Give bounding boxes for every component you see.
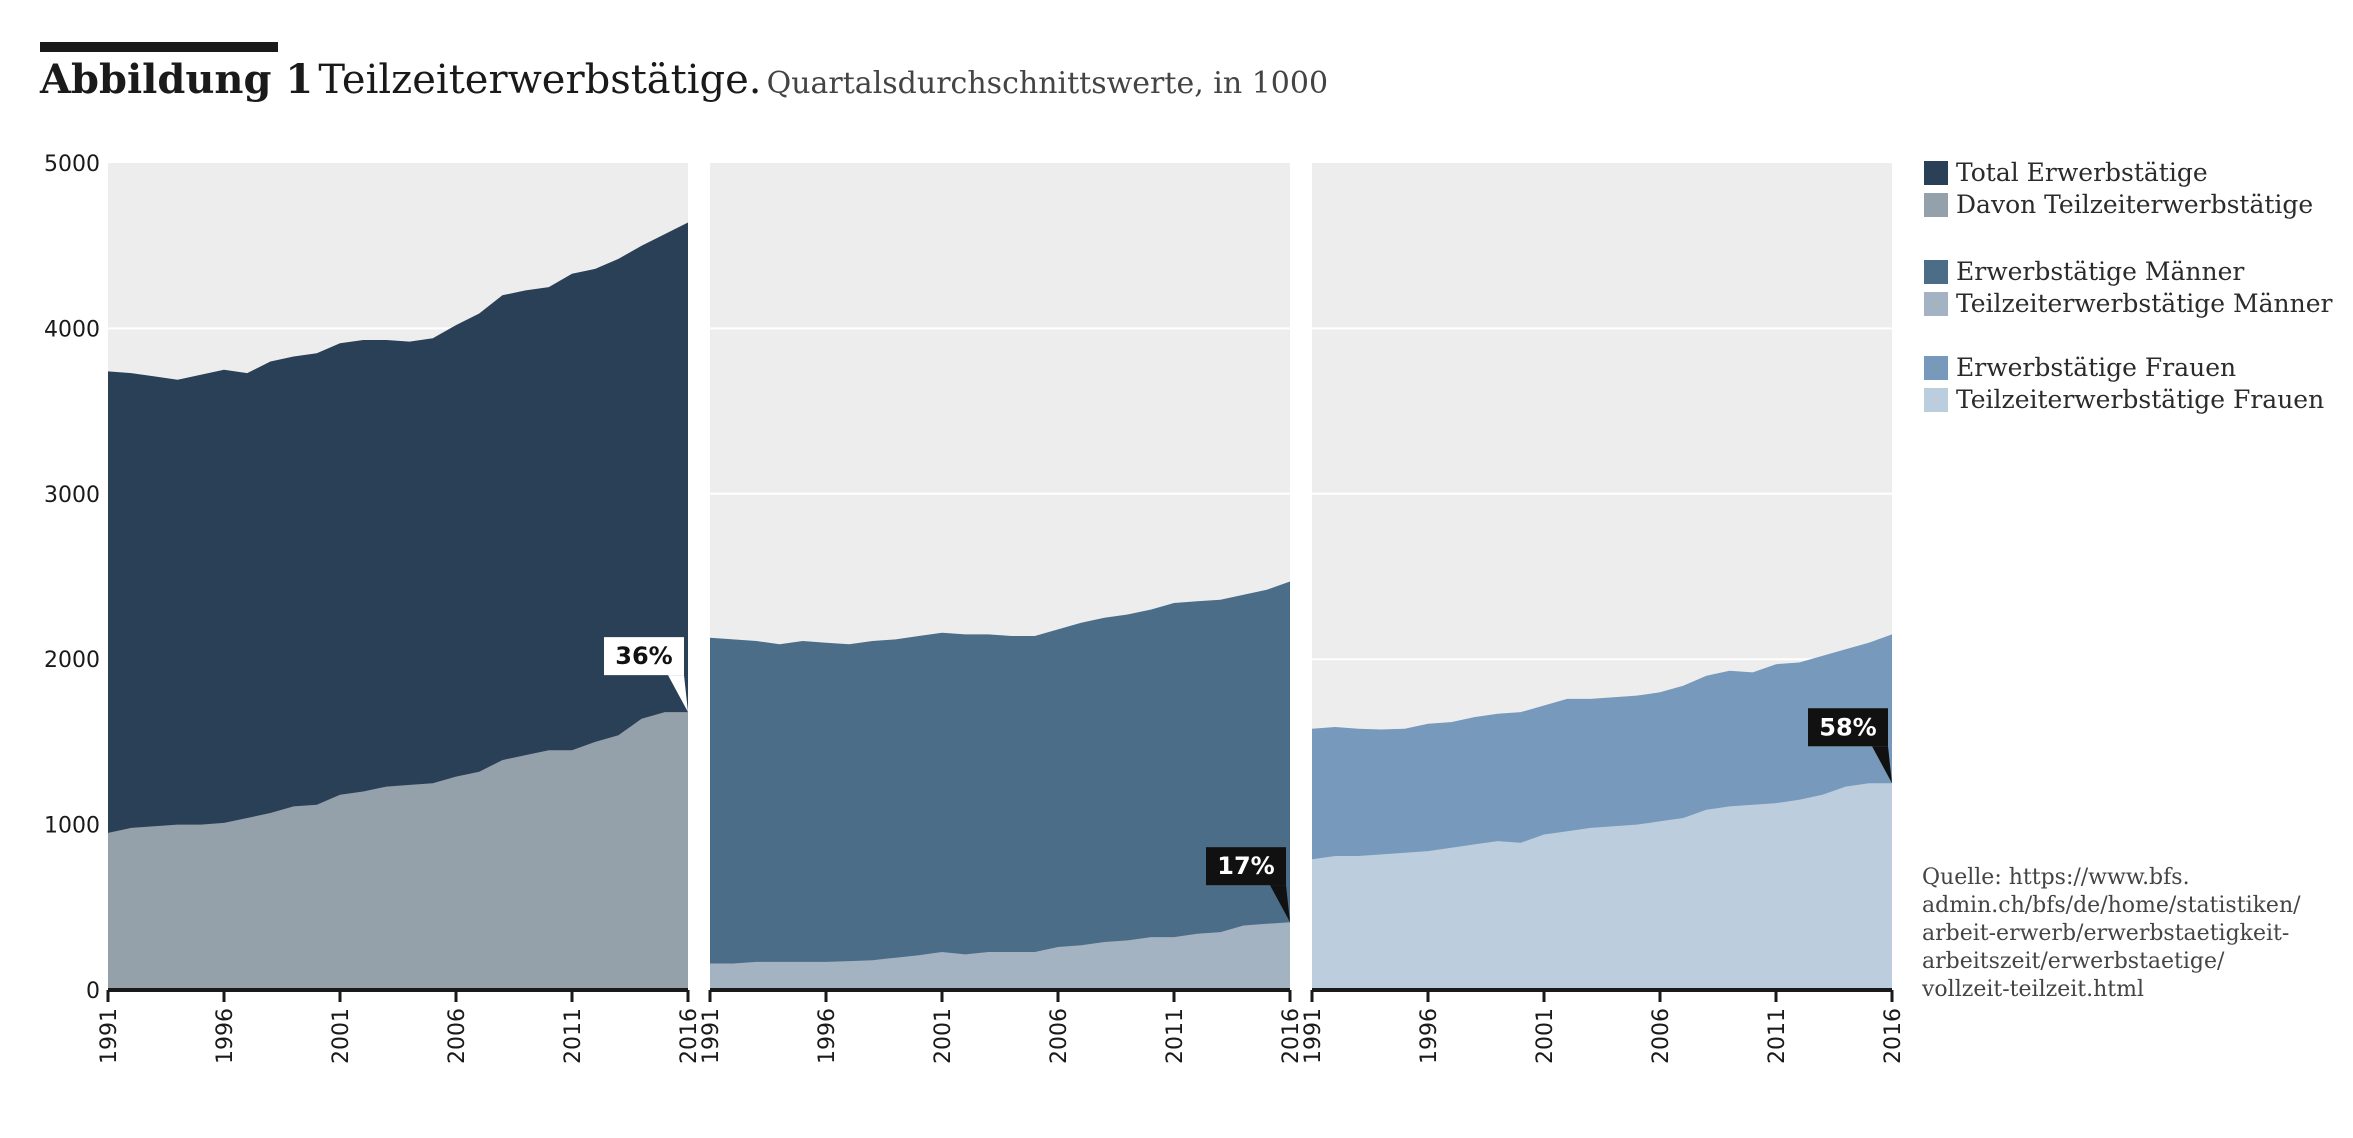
title-rule (40, 42, 278, 52)
x-tick-label: 1991 (699, 1008, 724, 1064)
callout-label: 17% (1217, 852, 1274, 880)
x-tick-label: 2001 (329, 1008, 354, 1064)
y-tick-label: 4000 (44, 317, 100, 342)
x-tick-label: 2011 (561, 1008, 586, 1064)
area-part-time-series (108, 712, 688, 990)
source-line: admin.ch/bfs/de/home/statistiken/ (1922, 893, 2301, 918)
title-subtitle: Quartalsdurchschnittswerte, in 1000 (766, 66, 1329, 101)
y-tick-label: 3000 (44, 483, 100, 508)
legend-label: Teilzeiterwerbstätige Frauen (1956, 385, 2325, 414)
title-main: Teilzeiterwerbstätige. (318, 57, 762, 103)
x-tick-label: 2011 (1765, 1008, 1790, 1064)
legend-swatch (1924, 193, 1948, 217)
callout-box (1206, 847, 1286, 886)
source-line: arbeitszeit/erwerbstaetige/ (1922, 949, 2225, 974)
x-tick-label: 2006 (1047, 1008, 1072, 1064)
callout-label: 58% (1819, 713, 1876, 741)
callout-box (604, 637, 684, 676)
legend-swatch (1924, 260, 1948, 284)
x-tick-label: 1991 (97, 1008, 122, 1064)
legend-item-women-part-time: Teilzeiterwerbstätige Frauen (1924, 385, 2324, 414)
legend-swatch (1924, 161, 1948, 185)
x-tick-label: 1996 (1417, 1008, 1442, 1064)
legend-label: Total Erwerbstätige (1956, 158, 2208, 187)
source-line: arbeit-erwerb/erwerbstaetigkeit- (1922, 921, 2290, 946)
callout-pointer (1270, 885, 1290, 923)
area-total-series (710, 581, 1290, 990)
y-tick-label: 5000 (44, 152, 100, 177)
legend-item-total-part-time: Davon Teilzeiterwerbstätige (1924, 190, 2313, 219)
legend-swatch (1924, 388, 1948, 412)
y-tick-label: 1000 (44, 814, 100, 839)
legend-swatch (1924, 356, 1948, 380)
legend-swatch (1924, 292, 1948, 316)
x-tick-label: 2001 (1533, 1008, 1558, 1064)
x-tick-label: 1991 (1301, 1008, 1326, 1064)
callout-box (1808, 708, 1888, 747)
area-part-time-series (710, 922, 1290, 990)
x-tick-label: 2016 (677, 1008, 702, 1064)
callout-pointer (668, 675, 688, 713)
source-note: Quelle: https://www.bfs. admin.ch/bfs/de… (1922, 864, 2342, 1004)
legend-item-women: Erwerbstätige Frauen (1924, 353, 2236, 382)
source-line: vollzeit-teilzeit.html (1922, 977, 2144, 1002)
x-tick-label: 2006 (445, 1008, 470, 1064)
x-tick-label: 1996 (815, 1008, 840, 1064)
legend-label: Davon Teilzeiterwerbstätige (1956, 190, 2314, 219)
x-tick-label: 2011 (1163, 1008, 1188, 1064)
legend-item-total: Total Erwerbstätige (1924, 158, 2208, 187)
legend-item-men: Erwerbstätige Männer (1924, 257, 2244, 286)
callout-label: 36% (615, 642, 672, 670)
x-tick-label: 1996 (213, 1008, 238, 1064)
y-tick-label: 0 (86, 979, 100, 1004)
source-line: Quelle: https://www.bfs. (1922, 865, 2190, 890)
x-tick-label: 2006 (1649, 1008, 1674, 1064)
legend-label: Erwerbstätige Frauen (1956, 353, 2237, 382)
figure-label: Abbildung 1 (40, 56, 314, 103)
figure-title: Abbildung 1 Teilzeiterwerbstätige. Quart… (40, 57, 1329, 103)
area-part-time-series (1312, 783, 1892, 990)
legend-item-men-part-time: Teilzeiterwerbstätige Männer (1924, 289, 2332, 318)
x-tick-label: 2001 (931, 1008, 956, 1064)
legend-label: Teilzeiterwerbstätige Männer (1956, 289, 2333, 318)
x-tick-label: 2016 (1279, 1008, 1304, 1064)
y-tick-label: 2000 (44, 648, 100, 673)
legend-label: Erwerbstätige Männer (1956, 257, 2245, 286)
callout-pointer (1872, 746, 1892, 784)
x-tick-label: 2016 (1881, 1008, 1906, 1064)
